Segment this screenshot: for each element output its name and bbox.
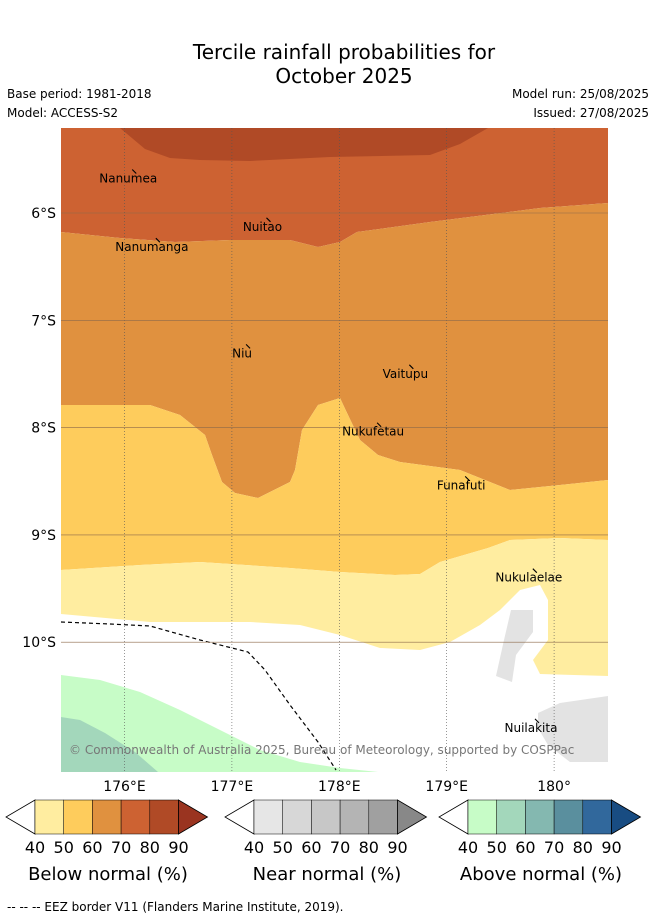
colorbar-tick-label: 80	[140, 838, 160, 857]
lat-tick-label: 9°S	[31, 528, 56, 544]
place-label: Vaitupu	[383, 367, 429, 381]
colorbar-extend-high	[397, 799, 428, 835]
colorbar-swatch	[92, 799, 122, 835]
colorbar-tick-label: 40	[244, 838, 264, 857]
model-run: Model run: 25/08/2025	[511, 87, 649, 101]
colorbar-swatch	[525, 799, 555, 835]
chart-title: Tercile rainfall probabilities for Octob…	[0, 40, 655, 88]
gridlines	[61, 128, 608, 772]
colorbar-swatch	[496, 799, 526, 835]
colorbar-tick-label: 80	[359, 838, 379, 857]
place-label: Nuitao	[243, 220, 282, 234]
colorbar-swatch	[582, 799, 612, 835]
near-normal-region-2	[538, 696, 608, 762]
colorbar-swatch	[63, 799, 93, 835]
colorbar-swatch	[120, 799, 151, 835]
island-marker	[534, 718, 540, 724]
lat-tick-label: 7°S	[31, 313, 56, 329]
lon-tick-label: 180°	[537, 779, 571, 795]
base-period: Base period: 1981-2018	[7, 87, 152, 101]
colorbar-tick-label: 70	[111, 838, 131, 857]
place-label: Funafuti	[437, 478, 486, 492]
colorbar-swatch	[339, 799, 370, 835]
map-area: Nanumea Nuitao Nanumanga Niu Vaitupu Nukufeta…	[61, 128, 608, 772]
colorbar-tick-label: 90	[168, 838, 188, 857]
island-marker	[155, 237, 161, 243]
colorbar-tick-label: 90	[387, 838, 407, 857]
lat-tick-label: 6°S	[31, 206, 56, 222]
below-90-region	[120, 128, 488, 161]
colorbar-extend-low	[438, 799, 469, 835]
lon-tick-label: 176°E	[103, 779, 146, 795]
place-label: Nanumanga	[115, 240, 188, 254]
colorbar-extend-high	[611, 799, 642, 835]
colorbar-extend-high	[178, 799, 209, 835]
colorbar-tick-label: 40	[458, 838, 478, 857]
island-marker	[266, 217, 271, 223]
place-labels: Nanumea Nuitao Nanumanga Niu Vaitupu Nukufeta…	[99, 169, 562, 735]
colorbar-swatch	[311, 799, 341, 835]
island-marker	[464, 476, 470, 481]
colorbar-tick-label: 90	[601, 838, 621, 857]
colorbar-swatch	[253, 799, 283, 835]
model-name: Model: ACCESS-S2	[7, 106, 119, 120]
colorbars: 40 50 60 70 80 90 Below normal (%) 40 50 60 70 80 90…	[5, 799, 642, 885]
eez-border	[61, 621, 337, 771]
colorbar-title: Near normal (%)	[253, 864, 402, 885]
latitude-labels: 6°S 7°S 8°S 9°S 10°S	[22, 206, 56, 651]
colorbar-tick-label: 40	[25, 838, 45, 857]
lat-tick-label: 8°S	[31, 421, 56, 437]
above-50-region	[61, 717, 158, 772]
below-50-region	[61, 538, 608, 676]
colorbar-tick-label: 60	[301, 838, 321, 857]
island-marker	[376, 422, 382, 428]
island-marker	[131, 169, 137, 174]
place-label: Niu	[232, 346, 252, 360]
colorbar-swatch	[282, 799, 312, 835]
island-marker	[532, 568, 538, 574]
colorbar-extend-low	[5, 799, 36, 835]
colorbar-tick-label: 50	[487, 838, 507, 857]
copyright-notice: © Commonwealth of Australia 2025, Bureau…	[69, 743, 574, 757]
colorbar-tick-label: 60	[515, 838, 535, 857]
near-normal-region-1	[496, 610, 533, 682]
colorbar-swatch	[368, 799, 398, 835]
above-40-region	[61, 675, 378, 772]
colorbar-tick-label: 50	[273, 838, 293, 857]
colorbar-tick-label: 70	[330, 838, 350, 857]
longitude-labels: 176°E 177°E 178°E 179°E 180°	[103, 779, 571, 795]
colorbar-swatch	[467, 799, 497, 835]
lon-tick-label: 179°E	[425, 779, 468, 795]
lon-tick-label: 178°E	[318, 779, 361, 795]
island-marker	[245, 344, 251, 349]
place-label: Nukufetau	[342, 425, 404, 439]
below-60-region	[61, 398, 608, 575]
title-line-1: Tercile rainfall probabilities for	[192, 40, 496, 64]
colorbar-tick-label: 70	[544, 838, 564, 857]
colorbar-extend-low	[224, 799, 255, 835]
eez-footnote: -- -- -- EEZ border V11 (Flanders Marine…	[7, 900, 344, 914]
colorbar-tick-label: 50	[54, 838, 74, 857]
colorbar-swatch	[553, 799, 584, 835]
place-label: Nanumea	[99, 172, 157, 186]
colorbar-swatch	[34, 799, 64, 835]
island-marker	[408, 364, 414, 370]
title-line-2: October 2025	[275, 64, 413, 88]
issued-date: Issued: 27/08/2025	[533, 106, 649, 120]
colorbar-swatch	[149, 799, 179, 835]
colorbar-title: Below normal (%)	[28, 864, 188, 885]
colorbar-title: Above normal (%)	[460, 864, 622, 885]
lon-tick-label: 177°E	[211, 779, 254, 795]
place-label: Nukulaelae	[495, 571, 562, 585]
lat-tick-label: 10°S	[22, 635, 56, 651]
colorbar-tick-label: 60	[82, 838, 102, 857]
place-label: Nuilakita	[505, 721, 558, 735]
below-70-region	[61, 203, 608, 498]
colorbar-tick-label: 80	[573, 838, 593, 857]
